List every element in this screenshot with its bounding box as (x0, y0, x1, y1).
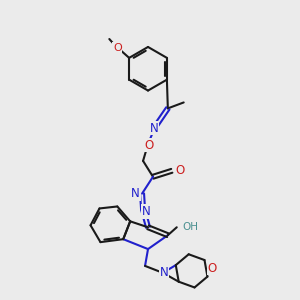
Text: N: N (142, 205, 150, 218)
Text: OH: OH (183, 222, 199, 232)
Text: O: O (176, 164, 185, 177)
Text: O: O (113, 43, 122, 53)
Text: O: O (144, 139, 154, 152)
Text: N: N (160, 266, 168, 279)
Text: N: N (131, 187, 140, 200)
Text: N: N (150, 122, 158, 135)
Text: O: O (207, 262, 217, 275)
